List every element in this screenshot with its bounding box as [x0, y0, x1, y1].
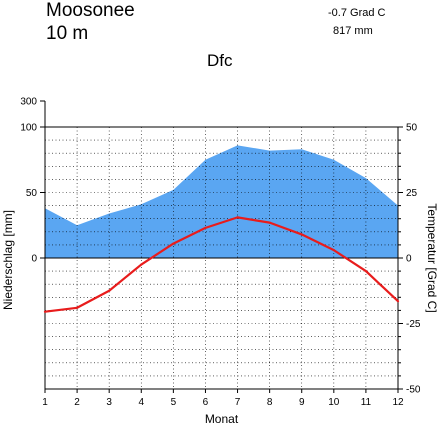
x-tick-label: 10: [328, 397, 340, 408]
x-tick-label: 2: [74, 397, 80, 408]
precip-area: [45, 145, 398, 258]
station-name: Moosonee: [46, 0, 135, 21]
precip-tick-label: 0: [31, 254, 37, 265]
station-elevation: 10 m: [46, 23, 89, 44]
temperature-point: [332, 249, 335, 252]
temperature-point: [236, 216, 239, 219]
x-tick-label: 5: [171, 397, 177, 408]
temperature-point: [300, 233, 303, 236]
x-tick-label: 1: [42, 397, 48, 408]
x-tick-label: 6: [203, 397, 209, 408]
temperature-point: [172, 242, 175, 245]
x-tick-label: 11: [361, 397, 372, 408]
temperature-point: [268, 221, 271, 224]
mean-temperature: -0.7 Grad C: [328, 7, 386, 19]
x-axis-label: Monat: [205, 412, 239, 426]
temperature-point: [140, 263, 143, 266]
temp-tick-label: -25: [406, 319, 421, 330]
temperature-point: [364, 270, 368, 273]
x-tick-label: 8: [267, 397, 273, 408]
precipitation-area-layer: [45, 145, 398, 258]
temp-tick-label: 0: [406, 254, 412, 265]
precip-tick-label: 300: [20, 97, 37, 108]
x-tick-label: 9: [299, 397, 305, 408]
temperature-point: [108, 289, 111, 292]
temperature-line-layer: [43, 216, 400, 313]
x-tick-label: 7: [235, 397, 241, 408]
grid-layer: [45, 127, 398, 389]
temp-axis-label: Temperatur [Grad C]: [425, 203, 439, 312]
precip-tick-label: 100: [20, 123, 37, 134]
tick-marks: [40, 100, 403, 393]
x-tick-label: 3: [106, 397, 112, 408]
axis-labels: 1 2 3 4 5 6 7 8 9 10 11 1230010050050250-25-50Monat…: [1, 97, 439, 427]
temperature-point: [75, 306, 79, 309]
annual-precipitation: 817 mm: [333, 25, 373, 37]
temp-tick-label: 25: [406, 188, 418, 199]
temperature-point: [204, 226, 207, 229]
temperature-point: [396, 300, 400, 303]
temp-tick-label: -50: [406, 385, 421, 396]
precip-axis-label: Niederschlag [mm]: [1, 210, 15, 310]
temperature-point: [43, 310, 47, 313]
precip-tick-label: 50: [26, 188, 38, 199]
temp-tick-label: 50: [406, 123, 418, 134]
x-tick-label: 12: [392, 397, 404, 408]
climate-classification: Dfc: [207, 51, 233, 70]
x-tick-label: 4: [138, 397, 144, 408]
temperature-line: [44, 216, 399, 313]
